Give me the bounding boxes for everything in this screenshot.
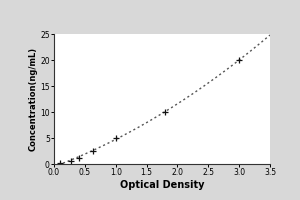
X-axis label: Optical Density: Optical Density [120, 180, 204, 190]
Y-axis label: Concentration(ng/mL): Concentration(ng/mL) [28, 47, 38, 151]
